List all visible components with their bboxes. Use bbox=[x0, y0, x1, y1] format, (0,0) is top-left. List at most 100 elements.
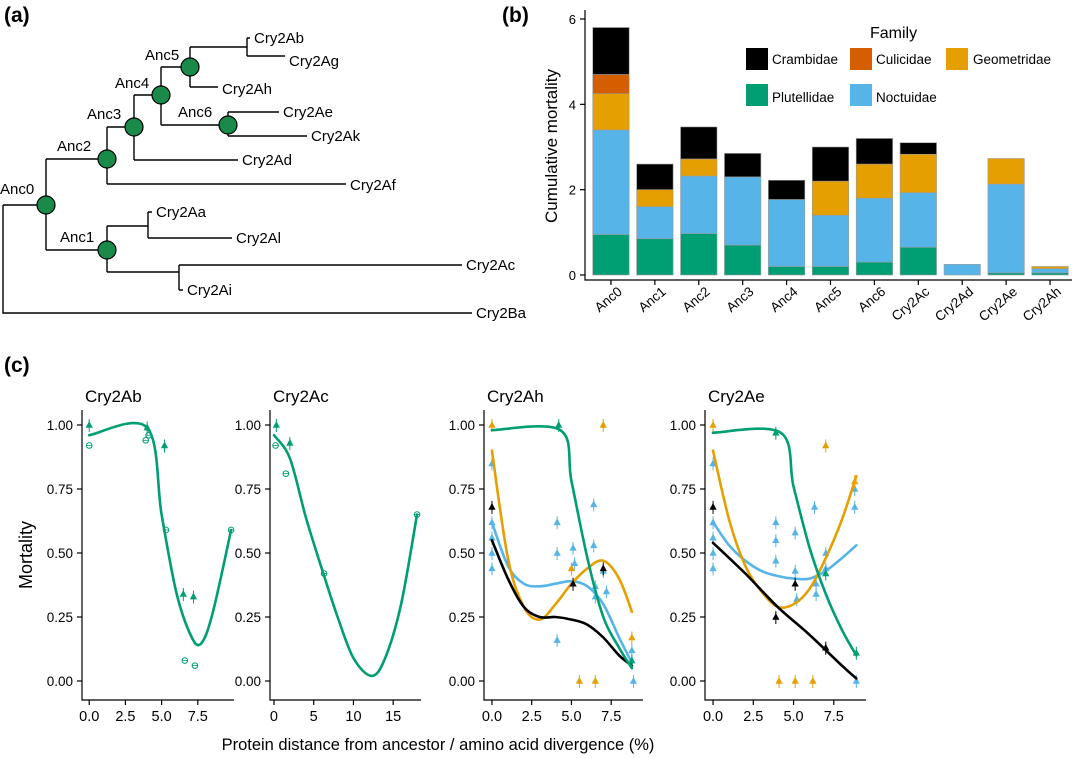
triangle-point bbox=[772, 613, 780, 620]
b-x-tick-label: Anc0 bbox=[592, 284, 625, 315]
triangle-point bbox=[179, 589, 187, 597]
c-y-tick-label: 0.00 bbox=[235, 674, 261, 689]
b-y-tick-label: 6 bbox=[569, 12, 576, 27]
triangle-point bbox=[555, 421, 563, 428]
triangle-point bbox=[575, 677, 583, 684]
bar-segment-noctuidae bbox=[987, 183, 1025, 274]
c-y-tick-label: 1.00 bbox=[449, 418, 475, 433]
triangle-point bbox=[810, 502, 819, 510]
tip-label: Cry2Ac bbox=[466, 257, 516, 274]
bar-segment-crambidae bbox=[592, 27, 630, 75]
triangle-point bbox=[599, 564, 607, 572]
triangle-point bbox=[553, 549, 561, 556]
triangle-point bbox=[272, 421, 280, 428]
c-x-tick-label: 2.5 bbox=[522, 709, 542, 725]
c-y-tick-label: 0.00 bbox=[670, 674, 696, 689]
series-plutellidae bbox=[85, 419, 235, 669]
triangle-point bbox=[791, 579, 799, 587]
bar-segment-geometridae bbox=[987, 158, 1025, 185]
triangle-point bbox=[809, 677, 817, 684]
fit-curve bbox=[490, 449, 634, 621]
b-y-axis-title: Cumulative mortality bbox=[542, 69, 561, 223]
triangle-point bbox=[488, 564, 496, 572]
ancestor-label: Anc2 bbox=[57, 138, 91, 155]
triangle-point bbox=[602, 587, 611, 595]
triangle-point bbox=[852, 677, 860, 684]
c-y-tick-label: 0.50 bbox=[47, 546, 73, 561]
fit-curve bbox=[272, 433, 419, 678]
fit-curve bbox=[711, 449, 858, 610]
c-x-tick-label: 5.0 bbox=[152, 709, 172, 725]
ancestor-label: Anc3 bbox=[87, 106, 121, 123]
tip-label: Cry2Af bbox=[350, 177, 397, 194]
c-y-tick-label: 1.00 bbox=[670, 418, 696, 433]
b-x-tick-label: Anc6 bbox=[855, 284, 888, 315]
c-y-tick-label: 0.50 bbox=[670, 546, 696, 561]
bar-segment-plutellidae bbox=[811, 266, 850, 276]
c-x-tick-label: 7.5 bbox=[601, 709, 621, 725]
legend-title: Family bbox=[870, 25, 917, 42]
bar-segment-noctuidae bbox=[811, 214, 850, 267]
bar-segment-plutellidae bbox=[1031, 272, 1069, 276]
b-x-tick-label: Anc4 bbox=[767, 283, 801, 315]
bar-segment-plutellidae bbox=[636, 238, 674, 276]
facet-title: Cry2Ah bbox=[487, 387, 544, 406]
legend-key-noctuidae bbox=[850, 84, 872, 106]
b-x-tick-label: Cry2Ah bbox=[1020, 284, 1064, 324]
b-x-tick-label: Anc3 bbox=[723, 284, 756, 315]
branch bbox=[107, 264, 462, 291]
triangle-point bbox=[189, 592, 198, 600]
node-anc1 bbox=[97, 240, 117, 260]
triangle-point bbox=[590, 541, 598, 549]
triangle-point bbox=[709, 533, 717, 541]
c-y-tick-label: 1.00 bbox=[47, 418, 73, 433]
node-anc6 bbox=[218, 115, 238, 135]
bar-segment-plutellidae bbox=[724, 244, 762, 276]
branch bbox=[2, 205, 472, 314]
c-x-tick-label: 0.0 bbox=[703, 709, 723, 725]
c-x-tick-label: 5 bbox=[310, 709, 318, 725]
c-x-tick-label: 5.0 bbox=[783, 709, 803, 725]
tip-label: Cry2Ba bbox=[476, 305, 527, 322]
bar-segment-geometridae bbox=[855, 163, 893, 199]
bar-segment-crambidae bbox=[724, 153, 762, 178]
node-anc5 bbox=[180, 57, 200, 77]
panel-b-label: (b) bbox=[502, 4, 529, 27]
c-x-tick-label: 0.0 bbox=[482, 709, 502, 725]
triangle-point bbox=[590, 500, 598, 508]
fit-curve bbox=[711, 521, 858, 581]
triangle-point bbox=[812, 589, 820, 597]
bar-segment-plutellidae bbox=[768, 266, 806, 276]
tip-label: Cry2Ak bbox=[311, 128, 361, 145]
c-x-axis-title: Protein distance from ancestor / amino a… bbox=[222, 736, 655, 754]
triangle-point bbox=[851, 502, 859, 510]
b-y-ticks: 0 2 4 6 bbox=[569, 12, 585, 283]
facet-cry2ah: Cry2Ah 0.00 0.25 0.50 0.75 1.00 0.0 2.5 5.0 7.5 bbox=[449, 387, 643, 725]
bar-segment-geometridae bbox=[899, 153, 937, 193]
c-y-tick-label: 0.25 bbox=[449, 610, 475, 625]
tree-nodes bbox=[36, 57, 238, 260]
node-anc0 bbox=[36, 195, 56, 215]
c-x-tick-label: 2.5 bbox=[743, 709, 763, 725]
bar-segment-noctuidae bbox=[855, 197, 893, 263]
c-y-tick-label: 1.00 bbox=[235, 418, 261, 433]
facet-cry2ac: Cry2Ac 0.00 0.25 0.50 0.75 1.00 0 5 10 15 bbox=[235, 387, 421, 725]
tip-label: Cry2Ae bbox=[283, 104, 333, 121]
triangle-point bbox=[812, 579, 820, 587]
node-anc2 bbox=[97, 149, 117, 169]
triangle-point bbox=[553, 518, 561, 526]
bar-segment-crambidae bbox=[899, 142, 937, 155]
panel-a-label: (a) bbox=[4, 4, 30, 27]
c-y-tick-label: 0.00 bbox=[47, 674, 73, 689]
triangle-point bbox=[709, 502, 717, 510]
tip-label: Cry2Aa bbox=[156, 204, 207, 221]
b-y-tick-label: 0 bbox=[569, 268, 576, 283]
bar-segment-crambidae bbox=[680, 126, 718, 160]
c-x-tick-label: 10 bbox=[345, 709, 361, 725]
b-x-ticks: Anc0 Anc1 Anc2 Anc3 Anc4 Anc5 Anc6 Cry2Ac Cry2Ad… bbox=[592, 280, 1064, 324]
fit-curve bbox=[711, 427, 858, 657]
node-anc3 bbox=[124, 117, 144, 137]
series-plutellidae bbox=[711, 426, 860, 660]
